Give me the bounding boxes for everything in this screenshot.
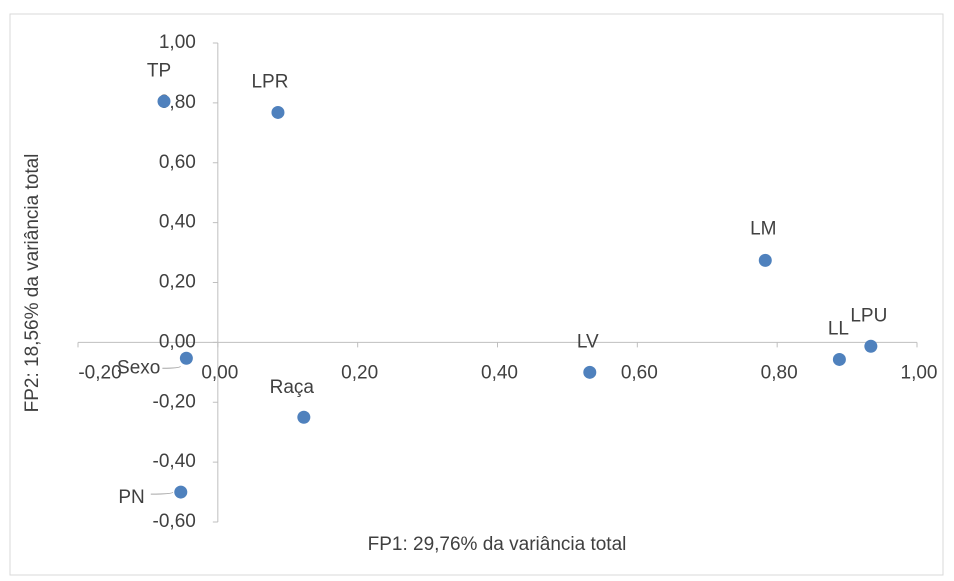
point	[583, 365, 597, 379]
x-tick-label: 0,20	[341, 362, 378, 383]
point	[758, 253, 772, 267]
point-label: LPR	[251, 71, 288, 92]
y-tick-label: 0,40	[159, 212, 196, 233]
y-tick-label: -0,60	[153, 511, 196, 532]
point-label: PN	[118, 487, 144, 508]
x-tick-label: 1,00	[901, 362, 938, 383]
leader-line	[150, 491, 174, 495]
x-tick-label: -0,20	[78, 362, 121, 383]
x-tick-label: 0,60	[621, 362, 658, 383]
point	[832, 352, 846, 366]
point-label: Raça	[270, 377, 315, 398]
y-tick-label: -0,40	[153, 451, 196, 472]
point	[864, 339, 878, 353]
chart-border	[9, 13, 944, 576]
point	[271, 105, 285, 119]
point-label: LPU	[850, 305, 887, 326]
point-label: LM	[750, 218, 776, 239]
x-tick-label: 0,00	[201, 362, 238, 383]
y-tick-label: 0,60	[159, 152, 196, 173]
point	[179, 351, 193, 365]
point-label: LV	[577, 331, 599, 352]
point-label: Sexo	[117, 357, 160, 378]
y-tick-label: 0,20	[159, 272, 196, 293]
point	[157, 94, 171, 108]
x-axis-title: FP1: 29,76% da variância total	[368, 534, 627, 555]
x-tick-label: 0,80	[761, 362, 798, 383]
point	[297, 410, 311, 424]
point	[174, 485, 188, 499]
y-tick-label: -0,20	[153, 391, 196, 412]
y-axis-title: FP2: 18,56% da variância total	[22, 154, 43, 413]
x-tick-label: 0,40	[481, 362, 518, 383]
point-label: LL	[828, 318, 849, 339]
y-tick-label: 0,00	[159, 331, 196, 352]
y-tick-label: 1,00	[159, 32, 196, 53]
leader-line	[162, 365, 181, 369]
point-label: TP	[147, 60, 171, 81]
